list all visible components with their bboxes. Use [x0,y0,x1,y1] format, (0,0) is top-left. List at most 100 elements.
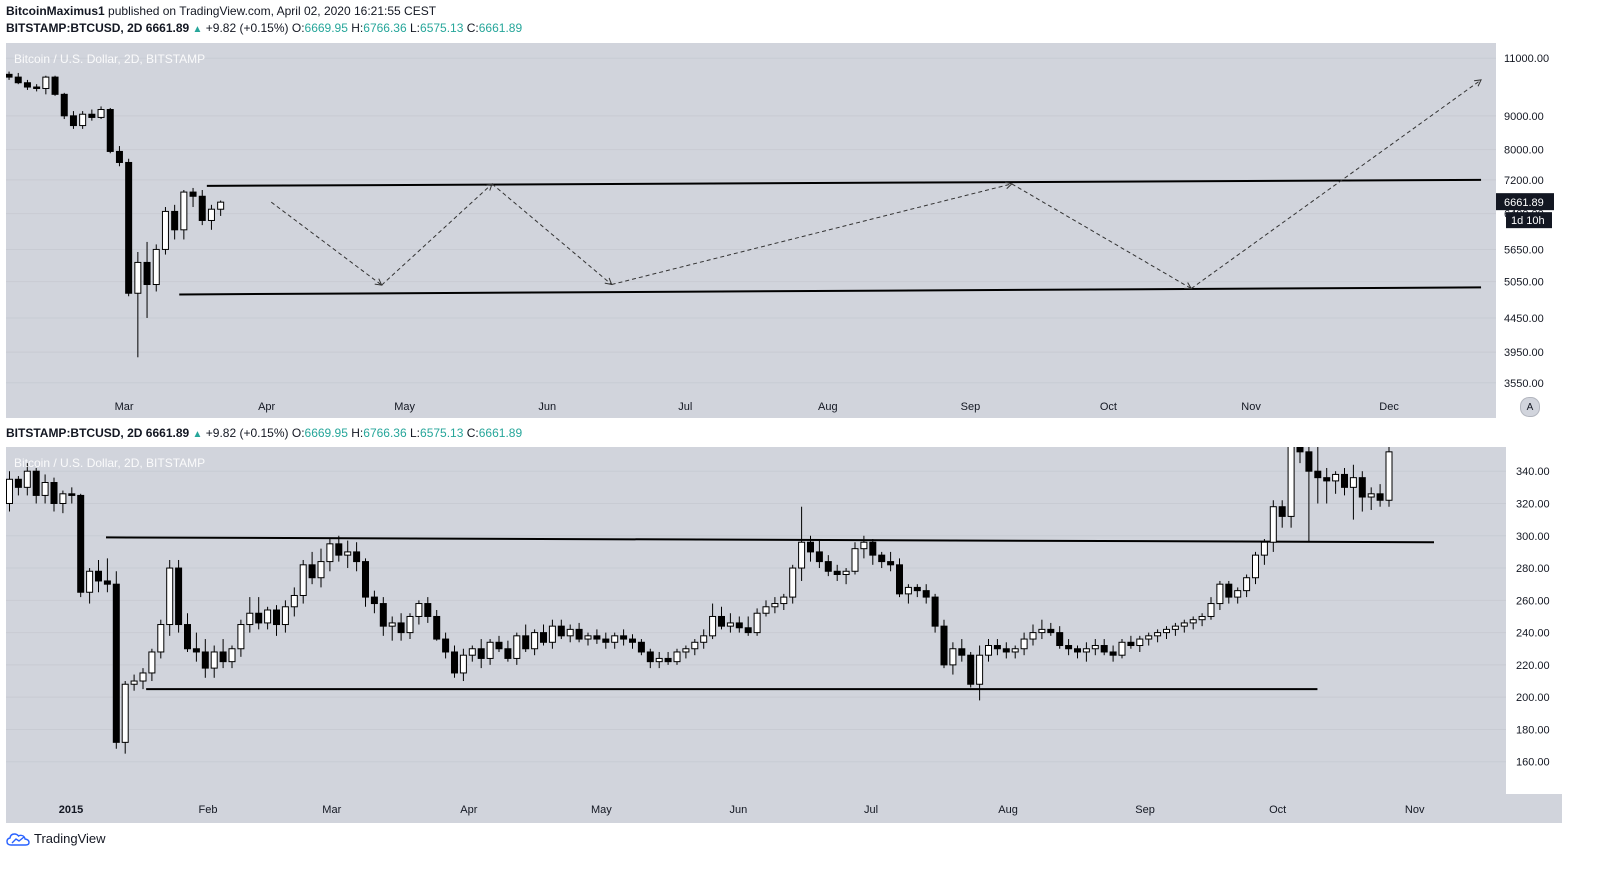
top-time-axis[interactable]: Mar Apr May Jun Jul Aug Sep Oct Nov Dec [6,391,1496,418]
legend-symbol: BITSTAMP:BTCUSD, 2D [6,21,143,35]
candle-up [1180,622,1188,627]
candle-up [1082,648,1090,653]
author-name[interactable]: BitcoinMaximus1 [6,4,105,18]
candle-up [1038,628,1046,634]
time-tick-label: Sep [961,401,981,413]
candle-up [290,594,298,608]
candle-up [1260,541,1268,556]
up-arrow-icon: ▲ [192,24,203,35]
candle-up [566,628,574,637]
time-tick-label: Jul [678,401,692,413]
candle-up [584,635,592,640]
time-tick-label: Nov [1405,804,1425,816]
candle-down [68,493,76,496]
candle-up [157,624,165,653]
top-price-axis[interactable]: 11000.009000.008000.007200.006400.005650… [1496,43,1558,391]
candle-down [522,635,530,650]
candle-down [115,150,123,163]
candle-up [148,651,156,674]
candle-down [50,482,58,504]
candle-up [1367,493,1375,498]
candle-up [264,609,272,624]
candle-up [1349,477,1357,488]
candle-down [620,635,628,640]
candle-down [637,641,645,653]
candle-up [726,622,734,627]
time-tick-label: Mar [115,401,134,413]
candle-up [531,632,539,650]
time-tick-label: Nov [1241,401,1261,413]
bottom-time-axis[interactable]: 2015 Feb Mar Apr May Jun Jul Aug Sep Oct Nov [6,794,1562,823]
auto-scale-button[interactable]: A [1520,397,1540,417]
candle-down [575,628,583,640]
projection-segment [1011,183,1192,289]
candle-down [171,210,179,231]
time-tick-label: May [394,401,415,413]
price-tick-label: 180.00 [1516,724,1550,736]
legend-o-label: O: [291,21,305,35]
candle-down [540,632,547,643]
candle-down [335,543,343,556]
candle-up [1011,648,1019,653]
candle-down [967,654,975,685]
legend-close: 6661.89 [478,21,523,35]
candle-up [344,551,352,556]
candle-up [1252,554,1259,579]
candle-up [388,622,396,627]
candle-up [6,478,13,504]
candle-up [780,596,788,605]
candle-up [1287,441,1295,517]
candle-up [97,109,105,118]
price-tick-label: 5050.00 [1504,277,1544,289]
candle-up [762,606,770,614]
candle-down [744,627,752,634]
candle-down [451,651,458,674]
projection-segment [270,201,382,286]
legend-h-label: H: [351,21,364,35]
last-price-tag-label: 6661.89 [1504,197,1544,209]
candle-down [14,76,22,84]
price-tick-label: 340.00 [1516,466,1550,478]
top-chart-svg[interactable] [5,43,1496,391]
tradingview-logo[interactable]: TradingView [6,831,106,846]
legend-o-label-2: O: [291,426,305,440]
candle-up [655,657,663,663]
candle-down [940,625,948,666]
candle-up [1198,615,1206,621]
candle-up [134,261,142,294]
candle-up [42,76,50,89]
candle-down [112,583,120,743]
candle-down [125,161,133,294]
candle-down [602,638,610,643]
projection-segment [381,183,493,286]
bottom-chart-panel[interactable] [6,435,1506,794]
time-tick-label: Oct [1269,804,1286,816]
candle-down [922,590,930,598]
price-tick-label: 220.00 [1516,660,1550,672]
candle-up [798,541,806,569]
last-price-tag [1496,193,1554,211]
candle-down [1341,473,1348,488]
candle-down [1225,583,1233,598]
bottom-price-axis[interactable]: 340.00 320.00 300.00 280.00 260.00 240.00 220.… [1506,447,1562,794]
time-tick-label: Apr [460,804,477,816]
legend-price: 6661.89 [145,21,190,35]
tradingview-cloud-icon [6,832,30,846]
candle-down [1358,477,1366,498]
candle-up [1207,603,1215,617]
resistance-line [105,536,1435,544]
candle-down [958,648,966,656]
candle-up [1385,451,1393,501]
candle-up [1234,590,1242,598]
legend-l-label-2: L: [410,426,421,440]
candle-down [1065,645,1073,650]
time-tick-label: Dec [1379,401,1399,413]
candle-down [833,570,841,576]
price-tick-label: 8000.00 [1504,145,1544,157]
legend-close-2: 6661.89 [478,426,523,440]
top-chart-panel[interactable] [5,43,1496,391]
bottom-chart-svg[interactable] [6,435,1506,794]
candle-down [718,615,725,627]
candle-down [397,622,405,634]
price-tick-label: 240.00 [1516,628,1550,640]
